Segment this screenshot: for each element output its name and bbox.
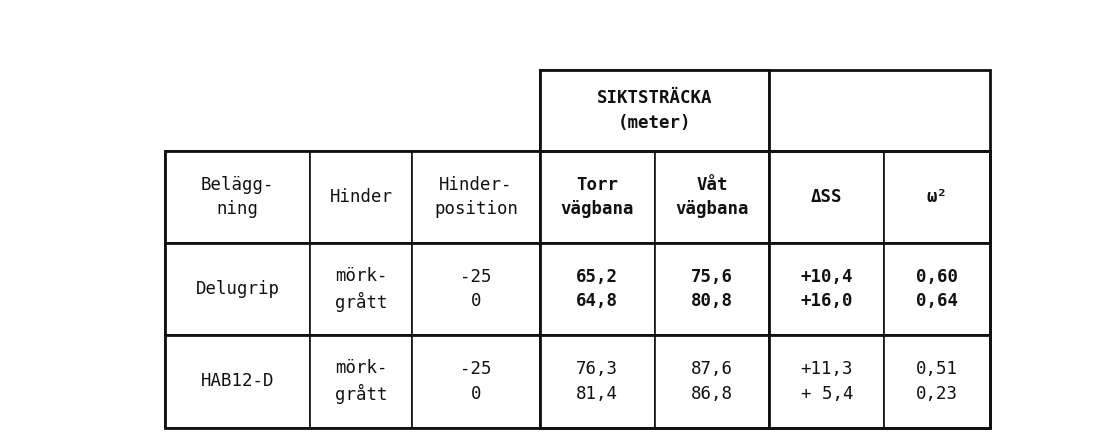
Bar	[540, 151, 655, 243]
Text: SIKTSTRÄCKA
(meter): SIKTSTRÄCKA (meter)	[597, 89, 713, 132]
Bar	[885, 151, 989, 243]
Bar	[412, 335, 540, 428]
Bar	[540, 71, 989, 428]
Text: Torr
vägbana: Torr vägbana	[560, 176, 634, 218]
Text: ΔSS: ΔSS	[811, 188, 842, 206]
Text: mörk-
grått: mörk- grått	[335, 359, 388, 404]
Bar	[165, 151, 310, 243]
Text: -25
0: -25 0	[460, 361, 491, 403]
Text: Delugrip: Delugrip	[196, 280, 280, 298]
Bar	[655, 335, 770, 428]
Bar	[770, 335, 885, 428]
Bar	[770, 151, 885, 243]
Text: 0,60
0,64: 0,60 0,64	[916, 268, 958, 310]
Bar	[412, 243, 540, 335]
Text: +10,4
+16,0: +10,4 +16,0	[801, 268, 853, 310]
Text: 87,6
86,8: 87,6 86,8	[691, 361, 733, 403]
Text: ω²: ω²	[927, 188, 948, 206]
Bar	[165, 335, 310, 428]
Bar	[310, 335, 412, 428]
Bar	[655, 151, 770, 243]
Bar	[540, 243, 655, 335]
Text: +11,3
+ 5,4: +11,3 + 5,4	[801, 361, 853, 403]
Text: Våt
vägbana: Våt vägbana	[675, 176, 749, 218]
Bar	[310, 243, 412, 335]
Text: 0,51
0,23: 0,51 0,23	[916, 361, 958, 403]
Text: 76,3
81,4: 76,3 81,4	[576, 361, 618, 403]
Bar	[412, 151, 540, 243]
Bar	[165, 151, 989, 428]
Bar	[540, 71, 770, 151]
Bar	[885, 243, 989, 335]
Bar	[885, 335, 989, 428]
Text: 65,2
64,8: 65,2 64,8	[576, 268, 618, 310]
Text: 75,6
80,8: 75,6 80,8	[691, 268, 733, 310]
Bar	[165, 243, 310, 335]
Text: mörk-
grått: mörk- grått	[335, 266, 388, 312]
Bar	[310, 151, 412, 243]
Text: HAB12-D: HAB12-D	[201, 373, 274, 390]
Text: Hinder-
position: Hinder- position	[434, 176, 518, 218]
Bar	[655, 243, 770, 335]
Text: Belägg-
ning: Belägg- ning	[201, 176, 274, 218]
Text: -25
0: -25 0	[460, 268, 491, 310]
Bar	[770, 243, 885, 335]
Bar	[540, 335, 655, 428]
Text: Hinder: Hinder	[330, 188, 392, 206]
